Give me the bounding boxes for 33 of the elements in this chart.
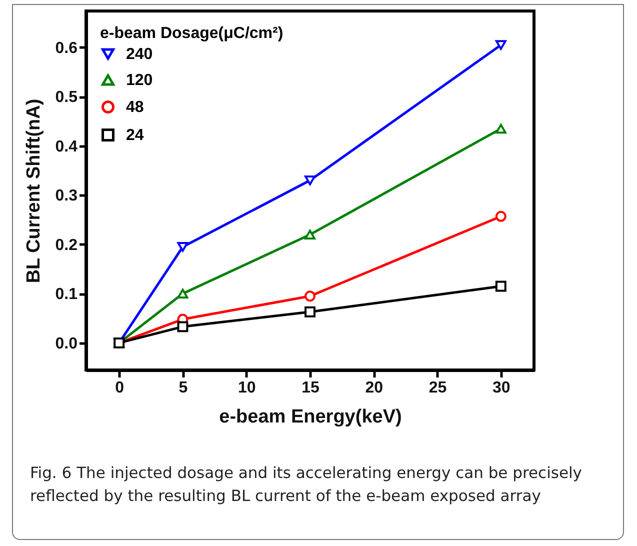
point xyxy=(495,124,506,134)
x-tick-label: 15 xyxy=(302,380,320,396)
x-axis-title: e-beam Energy(keV) xyxy=(219,406,402,428)
x-tick-label: 10 xyxy=(238,380,256,396)
x-tick-label: 5 xyxy=(178,380,188,396)
point xyxy=(304,230,316,240)
legend-title: e-beam Dosage(μC/cm²) xyxy=(100,25,284,42)
point xyxy=(495,280,506,292)
y-tick-label: 0.2 xyxy=(55,236,78,254)
legend-label: 24 xyxy=(126,127,144,144)
x-tick-label: 20 xyxy=(365,380,384,396)
y-tick-label: 0.4 xyxy=(55,138,78,156)
point xyxy=(495,210,506,222)
x-tick-label: 0 xyxy=(115,380,124,396)
point xyxy=(304,176,316,186)
point xyxy=(177,242,188,252)
point xyxy=(177,288,188,299)
y-tick-label: 0.0 xyxy=(55,335,78,352)
legend-label: 240 xyxy=(126,46,153,63)
point xyxy=(304,306,316,318)
legend-label: 120 xyxy=(126,72,153,89)
y-tick-label: 0.3 xyxy=(55,188,78,205)
x-tick-label: 30 xyxy=(492,380,510,396)
y-tick-label: 0.5 xyxy=(55,89,78,106)
y-axis-title: BL Current Shift(nA) xyxy=(23,98,44,284)
point xyxy=(495,40,506,50)
caption: Fig. 6 The injected dosage and its accelerating energy can be precisely reflected by the resulting BL current of the e-beam exposed array xyxy=(30,463,583,507)
y-tick-label: 0.1 xyxy=(55,286,78,304)
legend-label: 48 xyxy=(126,99,144,116)
point xyxy=(177,321,188,332)
point xyxy=(304,290,316,302)
x-tick-label: 25 xyxy=(428,380,447,396)
y-tick-label: 0.6 xyxy=(55,40,78,57)
